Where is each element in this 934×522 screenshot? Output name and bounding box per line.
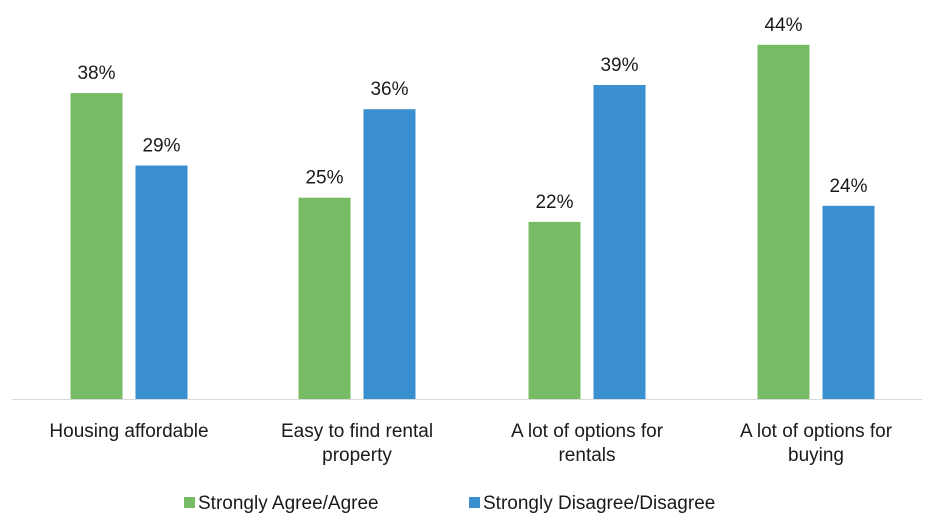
bar-disagree-2 bbox=[593, 85, 646, 399]
category-labels: Housing affordable Easy to find rental pro… bbox=[49, 421, 892, 466]
legend-swatch-agree bbox=[184, 497, 195, 508]
bars-group: 38% 25% 22% 44% 29% 36% 39% 24% bbox=[70, 15, 875, 400]
legend-label-disagree: Strongly Disagree/Disagree bbox=[483, 493, 715, 514]
bar-disagree-3 bbox=[822, 205, 875, 399]
data-label-disagree-1: 36% bbox=[370, 79, 408, 100]
data-label-agree-2: 22% bbox=[535, 192, 573, 213]
data-label-disagree-2: 39% bbox=[600, 55, 638, 76]
category-label-1-line-1: property bbox=[322, 445, 392, 466]
data-label-agree-1: 25% bbox=[305, 168, 343, 189]
category-label-3-line-0: A lot of options for bbox=[740, 421, 893, 442]
bar-disagree-0 bbox=[135, 165, 188, 399]
bar-disagree-1 bbox=[363, 109, 416, 399]
category-label-3-line-1: buying bbox=[788, 445, 844, 466]
data-label-agree-3: 44% bbox=[764, 15, 802, 36]
category-label-2-line-1: rentals bbox=[558, 445, 615, 466]
legend-label-agree: Strongly Agree/Agree bbox=[198, 493, 379, 514]
data-label-disagree-3: 24% bbox=[829, 176, 867, 197]
bar-agree-0 bbox=[70, 93, 123, 399]
data-label-agree-0: 38% bbox=[77, 63, 115, 84]
bar-agree-3 bbox=[757, 44, 810, 400]
bar-agree-2 bbox=[528, 221, 581, 399]
category-label-2-line-0: A lot of options for bbox=[511, 421, 664, 442]
category-label-1-line-0: Easy to find rental bbox=[281, 421, 433, 442]
legend: Strongly Agree/Agree Strongly Disagree/Di… bbox=[184, 493, 715, 514]
data-label-disagree-0: 29% bbox=[142, 136, 180, 157]
bar-agree-1 bbox=[298, 197, 351, 399]
category-label-0-line-0: Housing affordable bbox=[49, 421, 208, 442]
legend-swatch-disagree bbox=[469, 497, 480, 508]
